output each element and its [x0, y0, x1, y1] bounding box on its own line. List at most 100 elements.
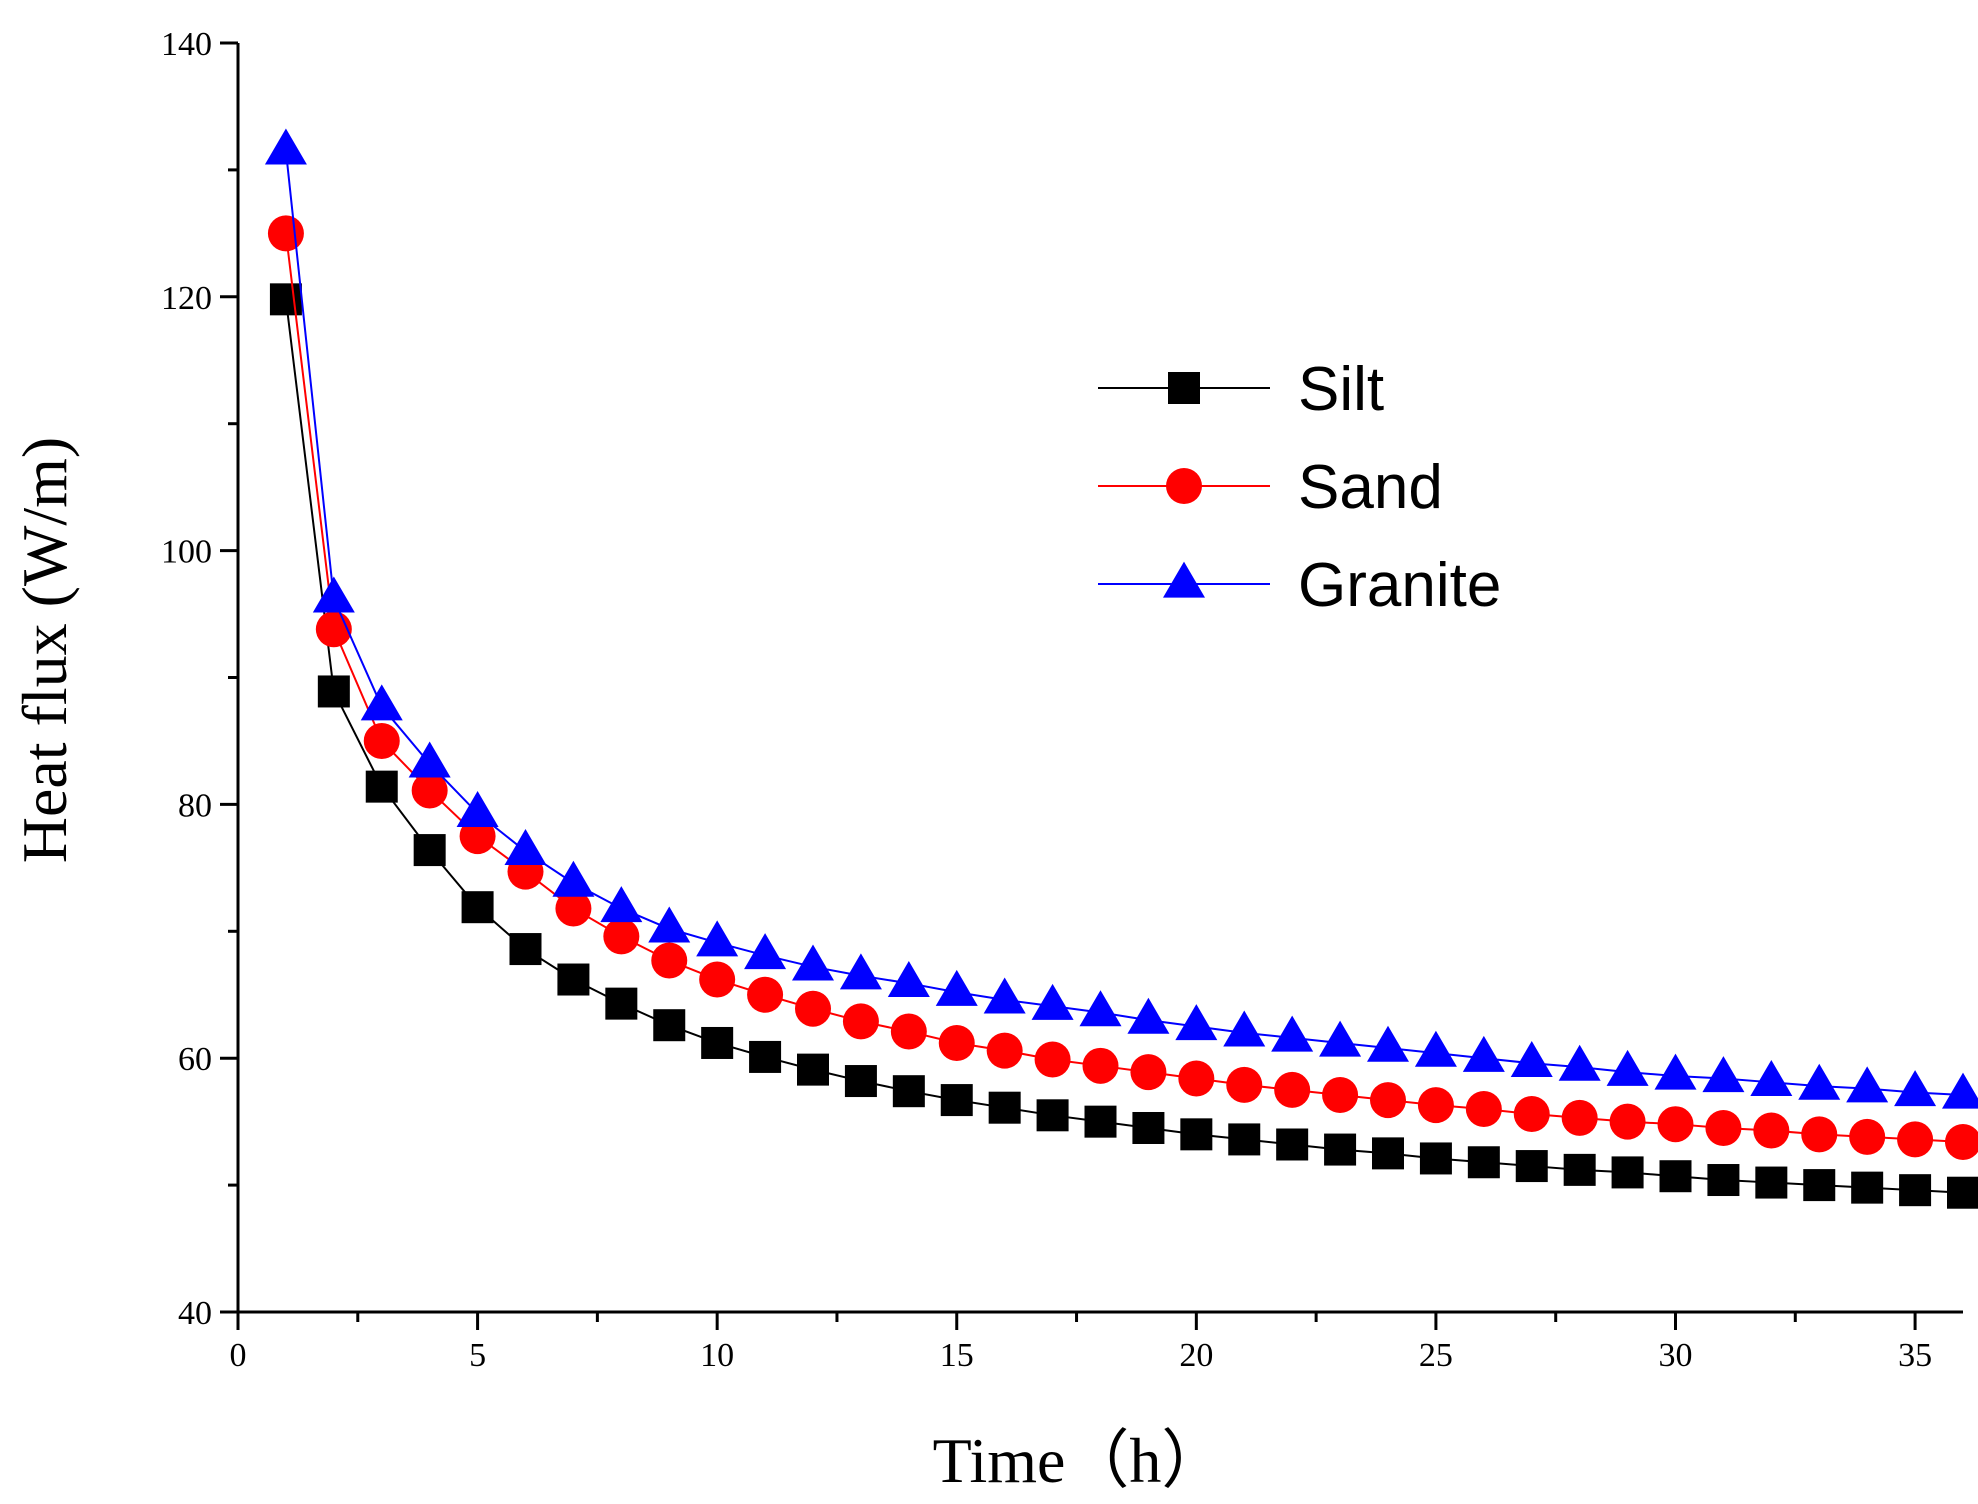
data-point-silt	[1372, 1137, 1404, 1170]
data-point-sand	[1082, 1047, 1119, 1084]
data-point-silt	[1276, 1128, 1309, 1161]
data-point-silt	[1515, 1150, 1548, 1183]
data-point-sand	[938, 1024, 975, 1061]
x-tick-label: 15	[940, 1337, 974, 1374]
y-tick-label: 100	[161, 534, 212, 571]
series-granite	[264, 128, 1978, 1109]
data-point-sand	[1705, 1109, 1742, 1146]
data-point-granite	[1510, 1040, 1553, 1077]
legend-label-silt: Silt	[1298, 355, 1384, 424]
data-point-granite	[1127, 997, 1170, 1034]
data-point-silt	[749, 1040, 782, 1073]
data-point-silt	[653, 1009, 686, 1042]
data-point-granite	[1654, 1053, 1697, 1090]
data-point-sand	[1370, 1082, 1406, 1119]
data-point-sand	[363, 722, 400, 759]
data-point-silt	[461, 891, 494, 924]
data-point-sand	[1513, 1096, 1550, 1133]
data-point-silt	[413, 834, 446, 867]
data-point-sand	[795, 990, 831, 1027]
data-point-granite	[1558, 1044, 1601, 1081]
series-silt	[269, 283, 1978, 1209]
data-point-granite	[600, 886, 643, 923]
data-point-granite	[1462, 1035, 1505, 1072]
series-line-silt	[284, 299, 1964, 1194]
data-point-granite	[504, 829, 547, 866]
data-point-silt	[1467, 1146, 1500, 1179]
data-point-granite	[552, 860, 595, 897]
data-point-granite	[1846, 1066, 1889, 1103]
legend-label-sand: Sand	[1298, 453, 1443, 522]
data-point-granite	[792, 944, 834, 981]
data-point-silt	[1899, 1174, 1932, 1207]
data-point-granite	[1942, 1072, 1978, 1109]
data-point-sand	[986, 1032, 1023, 1069]
data-point-silt	[892, 1075, 925, 1108]
data-point-granite	[744, 933, 787, 970]
y-tick-label: 120	[161, 280, 212, 317]
data-point-granite	[1414, 1030, 1457, 1067]
x-tick-label: 5	[469, 1337, 486, 1374]
data-point-granite	[1367, 1025, 1409, 1062]
data-point-silt	[509, 933, 542, 966]
data-point-sand	[1609, 1103, 1646, 1140]
data-point-silt	[1419, 1142, 1452, 1175]
data-point-granite	[887, 961, 930, 998]
legend-item-silt: Silt	[1098, 355, 1384, 424]
y-tick-label: 60	[178, 1041, 212, 1078]
data-point-sand	[603, 918, 640, 955]
x-tick-label: 25	[1419, 1337, 1453, 1374]
data-point-sand	[1897, 1121, 1934, 1158]
data-point-silt	[1084, 1105, 1117, 1138]
data-point-sand	[1226, 1066, 1263, 1103]
data-point-sand	[1322, 1077, 1359, 1114]
legend-marker-silt	[1168, 372, 1200, 404]
y-tick-label: 40	[178, 1295, 212, 1332]
data-point-granite	[1798, 1063, 1841, 1100]
data-point-granite	[1319, 1020, 1362, 1057]
data-point-silt	[1228, 1123, 1261, 1156]
data-point-sand	[1801, 1116, 1838, 1153]
data-point-silt	[988, 1091, 1021, 1124]
data-point-granite	[1894, 1070, 1937, 1107]
data-point-silt	[1180, 1118, 1213, 1151]
data-point-granite	[456, 790, 499, 827]
data-point-granite	[408, 741, 451, 778]
data-point-granite	[264, 128, 307, 165]
data-point-sand	[555, 890, 592, 927]
legend-marker-sand	[1166, 468, 1202, 504]
data-point-sand	[459, 818, 496, 855]
data-point-sand	[890, 1013, 927, 1050]
data-point-sand	[1417, 1087, 1454, 1124]
data-point-sand	[1465, 1090, 1502, 1127]
x-axis: 0 5 10 15 20 25 30 35	[230, 1310, 1963, 1374]
data-point-sand	[842, 1003, 879, 1040]
series-layer	[264, 128, 1978, 1209]
x-tick-label: 30	[1659, 1337, 1693, 1374]
x-tick-label: 10	[700, 1337, 734, 1374]
data-point-silt	[1707, 1164, 1740, 1197]
data-point-granite	[1271, 1015, 1314, 1052]
data-point-sand	[267, 215, 304, 252]
data-point-silt	[1947, 1176, 1978, 1209]
data-point-silt	[940, 1084, 973, 1117]
x-tick-label: 35	[1898, 1337, 1932, 1374]
data-point-silt	[844, 1065, 877, 1098]
data-point-silt	[317, 675, 350, 708]
legend-label-granite: Granite	[1298, 551, 1501, 620]
data-point-sand	[1561, 1099, 1598, 1136]
data-point-granite	[1175, 1004, 1218, 1041]
data-point-silt	[797, 1053, 829, 1086]
legend-marker-granite	[1163, 561, 1205, 598]
data-point-silt	[701, 1026, 734, 1059]
legend-item-sand: Sand	[1098, 453, 1443, 522]
data-point-sand	[1274, 1071, 1311, 1108]
series-line-sand	[284, 233, 1964, 1143]
y-tick-label: 80	[178, 787, 212, 824]
data-point-granite	[1079, 990, 1122, 1027]
data-point-granite	[696, 920, 739, 957]
data-point-granite	[1606, 1049, 1649, 1086]
data-point-sand	[747, 976, 784, 1013]
data-point-sand	[1849, 1118, 1886, 1155]
data-point-silt	[365, 770, 398, 803]
